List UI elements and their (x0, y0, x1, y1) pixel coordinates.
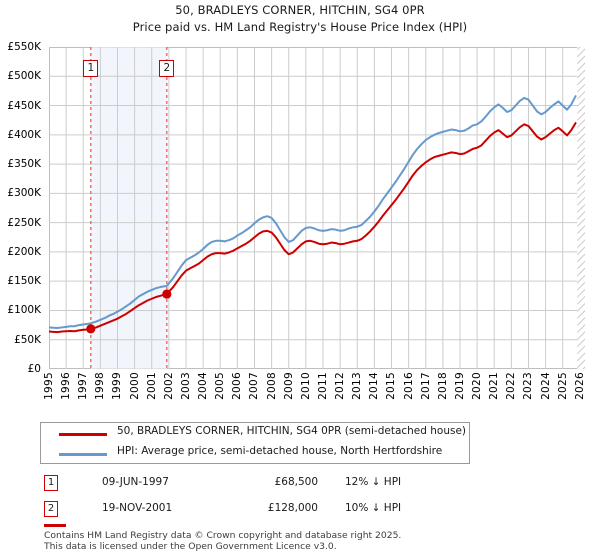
x-axis-tick-label: 1999 (111, 372, 124, 400)
x-axis-tick-label: 2014 (368, 372, 381, 400)
x-axis-tick-label: 2008 (265, 372, 278, 400)
x-axis-tick-label: 2019 (453, 372, 466, 400)
x-axis-tick-label: 2003 (179, 372, 192, 400)
x-axis-tick-label: 1995 (43, 372, 55, 400)
x-axis-tick-label: 2005 (214, 372, 227, 400)
x-axis-tick-label: 2009 (282, 372, 295, 400)
x-axis-tick-label: 2017 (419, 372, 432, 400)
x-axis-tick-label: 2015 (385, 372, 398, 400)
x-axis-labels: 1995 1996 1997 1998 1999 2000 2001 2002 2003 2004… (43, 372, 586, 416)
x-axis-tick-label: 2013 (351, 372, 364, 400)
series-line-price-paid (49, 122, 577, 334)
x-axis-tick-label: 2020 (471, 372, 484, 400)
y-axis-tick-label: £200K (7, 245, 41, 258)
transaction-index-2: 2 (44, 501, 58, 517)
plot-area (49, 47, 585, 369)
chart-legend: 50, BRADLEYS CORNER, HITCHIN, SG4 0PR (s… (40, 422, 470, 464)
transaction-point-marker (86, 324, 96, 334)
legend-item-price-paid: 50, BRADLEYS CORNER, HITCHIN, SG4 0PR (s… (41, 424, 469, 443)
x-axis-tick-label: 2024 (539, 372, 552, 400)
shaded-band (90, 47, 167, 369)
transaction-hpi-delta-2: 10% ↓ HPI (345, 502, 402, 514)
y-axis-tick-label: £0 (27, 363, 41, 375)
x-axis-tick-label: 2007 (248, 372, 261, 400)
x-axis-tick-label: 2026 (573, 372, 586, 400)
transaction-date-1: 09-JUN-1997 (102, 476, 169, 488)
y-axis-tick-label: £300K (7, 187, 41, 200)
y-axis-tick-label: £450K (7, 99, 41, 112)
transaction-date-2: 19-NOV-2001 (102, 502, 173, 514)
transaction-index-1: 1 (44, 475, 58, 491)
table-row: 2 19-NOV-2001 £128,000 10% ↓ HPI (40, 499, 480, 523)
transaction-price-1: £68,500 (274, 476, 318, 488)
transaction-point-marker (162, 289, 172, 299)
y-axis-tick-label: £150K (7, 275, 41, 288)
x-axis-tick-label: 2004 (197, 372, 210, 400)
title-line-2: Price paid vs. HM Land Registry's House … (132, 20, 468, 34)
no-data-hatch-zone (577, 47, 585, 369)
x-axis-tick-label: 2012 (334, 372, 347, 400)
footer-red-mark (44, 524, 66, 527)
x-axis-tick-label: 2010 (299, 372, 312, 400)
chart-title: 50, BRADLEYS CORNER, HITCHIN, SG4 0PR Pr… (0, 2, 600, 36)
x-axis-tick-label: 2016 (402, 372, 415, 400)
chart-svg (49, 47, 585, 369)
x-axis-tick-label: 2021 (488, 372, 501, 400)
x-axis-tick-label: 2025 (556, 372, 569, 400)
legend-item-hpi: HPI: Average price, semi-detached house,… (41, 444, 469, 463)
legend-label-hpi: HPI: Average price, semi-detached house,… (117, 445, 443, 457)
y-axis-tick-label: £400K (7, 128, 41, 141)
x-axis-tick-label: 2006 (231, 372, 244, 400)
legend-label-price-paid: 50, BRADLEYS CORNER, HITCHIN, SG4 0PR (s… (117, 425, 467, 437)
x-axis-tick-label: 2000 (128, 372, 141, 400)
title-line-1: 50, BRADLEYS CORNER, HITCHIN, SG4 0PR (175, 3, 425, 17)
legend-swatch-price-paid (59, 433, 107, 436)
footer-line-2: This data is licensed under the Open Gov… (44, 541, 337, 552)
x-axis-tick-label: 2018 (436, 372, 449, 400)
transaction-hpi-delta-1: 12% ↓ HPI (345, 476, 402, 488)
y-axis-tick-label: £50K (14, 333, 41, 346)
x-axis-tick-label: 2001 (145, 372, 158, 400)
x-axis-tick-label: 2023 (522, 372, 535, 400)
x-axis-tick-label: 1998 (94, 372, 107, 400)
x-axis-tick-label: 1997 (77, 372, 90, 400)
annotation-marker-box: 2 (159, 60, 175, 77)
footer-line-1: Contains HM Land Registry data © Crown c… (44, 530, 402, 541)
y-axis-tick-label: £100K (7, 304, 41, 317)
y-axis-tick-label: £250K (7, 216, 41, 229)
footer: Contains HM Land Registry data © Crown c… (44, 524, 564, 552)
y-axis-tick-label: £500K (7, 70, 41, 83)
transaction-price-2: £128,000 (267, 502, 318, 514)
x-axis-tick-label: 2002 (162, 372, 175, 400)
x-axis-tick-label: 2022 (505, 372, 518, 400)
table-row: 1 09-JUN-1997 £68,500 12% ↓ HPI (40, 473, 480, 497)
series-line-hpi (49, 95, 577, 330)
y-axis-tick-label: £350K (7, 158, 41, 171)
x-axis-tick-label: 2011 (316, 372, 329, 400)
x-axis-tick-label: 1996 (60, 372, 73, 400)
y-axis-tick-label: £550K (7, 41, 41, 53)
annotation-marker-box: 1 (83, 60, 99, 77)
legend-swatch-hpi (59, 453, 107, 456)
y-axis-labels: £0 £50K £100K £150K £200K £250K £300K £350K £400… (0, 41, 46, 375)
